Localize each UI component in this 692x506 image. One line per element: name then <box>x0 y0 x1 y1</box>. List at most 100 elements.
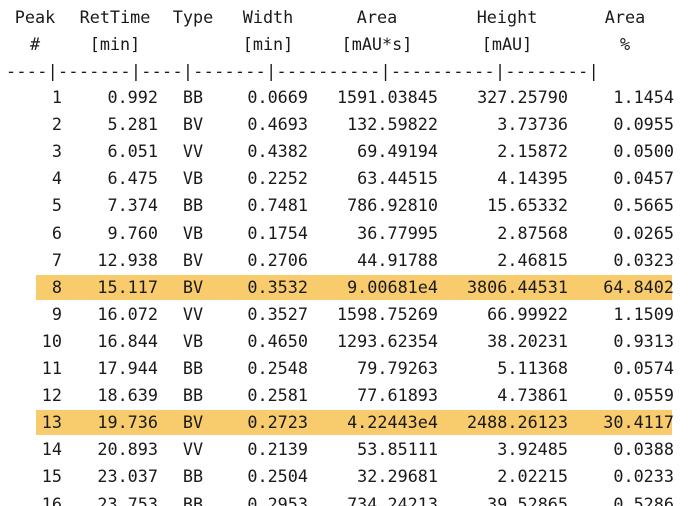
cell-area: 734.24213 <box>347 493 438 506</box>
cell-area-pct: 0.0457 <box>613 168 674 189</box>
cell-area-pct: 1.1509 <box>613 303 674 324</box>
cell-peak: 6 <box>51 222 62 243</box>
table-row: 3 6.051 VV 0.4382 69.49194 2.15872 0.0500 <box>0 138 692 165</box>
row-highlight <box>36 274 672 300</box>
cell-height: 3.92485 <box>497 439 568 460</box>
cell-height: 4.14395 <box>497 168 568 189</box>
table-row: 11 17.944 BB 0.2548 79.79263 5.11368 0.0574 <box>0 355 692 382</box>
cell-height: 2.87568 <box>497 222 568 243</box>
cell-type: VB <box>182 168 204 189</box>
header-height: Height <box>476 7 538 27</box>
cell-type: BB <box>182 87 204 107</box>
cell-width: 0.2581 <box>247 385 308 406</box>
cell-area: 36.77995 <box>357 222 438 243</box>
cell-area-pct: 0.0559 <box>613 385 674 406</box>
cell-rettime: 16.072 <box>97 303 158 324</box>
cell-rettime: 20.893 <box>97 439 158 460</box>
row-highlight <box>36 410 672 436</box>
cell-peak: 2 <box>51 114 62 135</box>
cell-type: BB <box>182 385 204 406</box>
cell-rettime: 15.117 <box>97 276 158 297</box>
cell-peak: 12 <box>41 385 62 406</box>
cell-width: 0.3527 <box>247 303 308 324</box>
table-row: 15 23.037 BB 0.2504 32.29681 2.02215 0.0233 <box>0 463 692 490</box>
cell-type: VB <box>182 330 204 351</box>
cell-width: 0.7481 <box>247 195 308 216</box>
cell-height: 4.73861 <box>497 385 568 406</box>
cell-rettime: 19.736 <box>97 412 158 433</box>
cell-rettime: 0.992 <box>107 87 158 107</box>
cell-width: 0.2504 <box>247 466 308 487</box>
header-rettime: RetTime <box>79 7 151 27</box>
header-type: Type <box>172 7 214 27</box>
table-row: 6 9.760 VB 0.1754 36.77995 2.87568 0.0265 <box>0 220 692 247</box>
cell-height: 5.11368 <box>497 358 568 378</box>
cell-peak: 15 <box>41 466 62 487</box>
cell-rettime: 17.944 <box>97 358 158 378</box>
cell-area: 77.61893 <box>357 385 438 406</box>
table-row: 7 12.938 BV 0.2706 44.91788 2.46815 0.0323 <box>0 247 692 274</box>
cell-width: 0.4382 <box>247 141 308 162</box>
cell-width: 0.2548 <box>247 358 308 378</box>
table-row: 12 18.639 BB 0.2581 77.61893 4.73861 0.0559 <box>0 382 692 409</box>
cell-rettime: 18.639 <box>97 385 158 406</box>
cell-width: 0.2252 <box>247 168 308 189</box>
cell-area-pct: 0.5665 <box>613 195 674 216</box>
cell-height: 66.99922 <box>487 303 568 324</box>
cell-type: BV <box>182 249 204 270</box>
table-row-highlighted: 13 19.736 BV 0.2723 4.22443e4 2488.26123 30.41… <box>0 409 692 436</box>
cell-width: 0.2139 <box>247 439 308 460</box>
cell-area-pct: 0.0323 <box>613 249 674 270</box>
cell-area-pct: 0.0574 <box>613 358 674 378</box>
table-row: 1 0.992 BB 0.0669 1591.03845 327.25790 1.1454 <box>0 84 692 111</box>
cell-peak: 7 <box>51 249 62 270</box>
header-area-unit: [mAU*s] <box>341 34 413 54</box>
cell-height: 327.25790 <box>477 87 568 107</box>
cell-width: 0.2706 <box>247 249 308 270</box>
cell-rettime: 23.037 <box>97 466 158 487</box>
cell-type: BV <box>182 276 204 297</box>
cell-peak: 9 <box>51 303 62 324</box>
cell-area-pct: 1.1454 <box>613 87 674 107</box>
cell-area: 132.59822 <box>347 114 438 135</box>
cell-height: 2.15872 <box>497 141 568 162</box>
cell-peak: 13 <box>41 412 62 433</box>
cell-type: BB <box>182 493 204 506</box>
cell-rettime: 9.760 <box>107 222 158 243</box>
cell-type: VV <box>182 439 204 460</box>
cell-area: 1598.75269 <box>336 303 438 324</box>
cell-rettime: 12.938 <box>97 249 158 270</box>
cell-peak: 1 <box>51 87 62 107</box>
header-width-unit: [min] <box>242 34 294 54</box>
cell-rettime: 6.475 <box>107 168 158 189</box>
cell-peak: 16 <box>41 493 62 506</box>
header-peak: Peak <box>14 7 56 27</box>
cell-height: 38.20231 <box>487 330 568 351</box>
cell-height: 3806.44531 <box>466 276 568 297</box>
cell-area-pct: 0.0388 <box>613 439 674 460</box>
cell-type: BV <box>182 412 204 433</box>
cell-area: 63.44515 <box>357 168 438 189</box>
cell-peak: 14 <box>41 439 62 460</box>
cell-area-pct: 0.5286 <box>613 493 674 506</box>
cell-peak: 3 <box>51 141 62 162</box>
header-area-pct: Area <box>604 7 646 27</box>
cell-type: BB <box>182 358 204 378</box>
cell-rettime: 6.051 <box>107 141 158 162</box>
cell-area-pct: 64.8402 <box>603 276 674 297</box>
cell-width: 0.0669 <box>247 87 308 107</box>
cell-area: 1293.62354 <box>336 330 438 351</box>
cell-area-pct: 0.0955 <box>613 114 674 135</box>
header-height-unit: [mAU] <box>481 34 533 54</box>
separator-line: ----|-------|----|-------|----------|---… <box>6 61 599 81</box>
table-row-highlighted: 8 15.117 BV 0.3532 9.00681e4 3806.44531 64.840… <box>0 274 692 301</box>
cell-height: 15.65332 <box>487 195 568 216</box>
cell-type: VB <box>182 222 204 243</box>
cell-area-pct: 0.0233 <box>613 466 674 487</box>
cell-area-pct: 0.0500 <box>613 141 674 162</box>
table-row: 2 5.281 BV 0.4693 132.59822 3.73736 0.0955 <box>0 111 692 138</box>
cell-area: 9.00681e4 <box>347 276 438 297</box>
cell-area: 786.92810 <box>347 195 438 216</box>
cell-area: 4.22443e4 <box>347 412 438 433</box>
